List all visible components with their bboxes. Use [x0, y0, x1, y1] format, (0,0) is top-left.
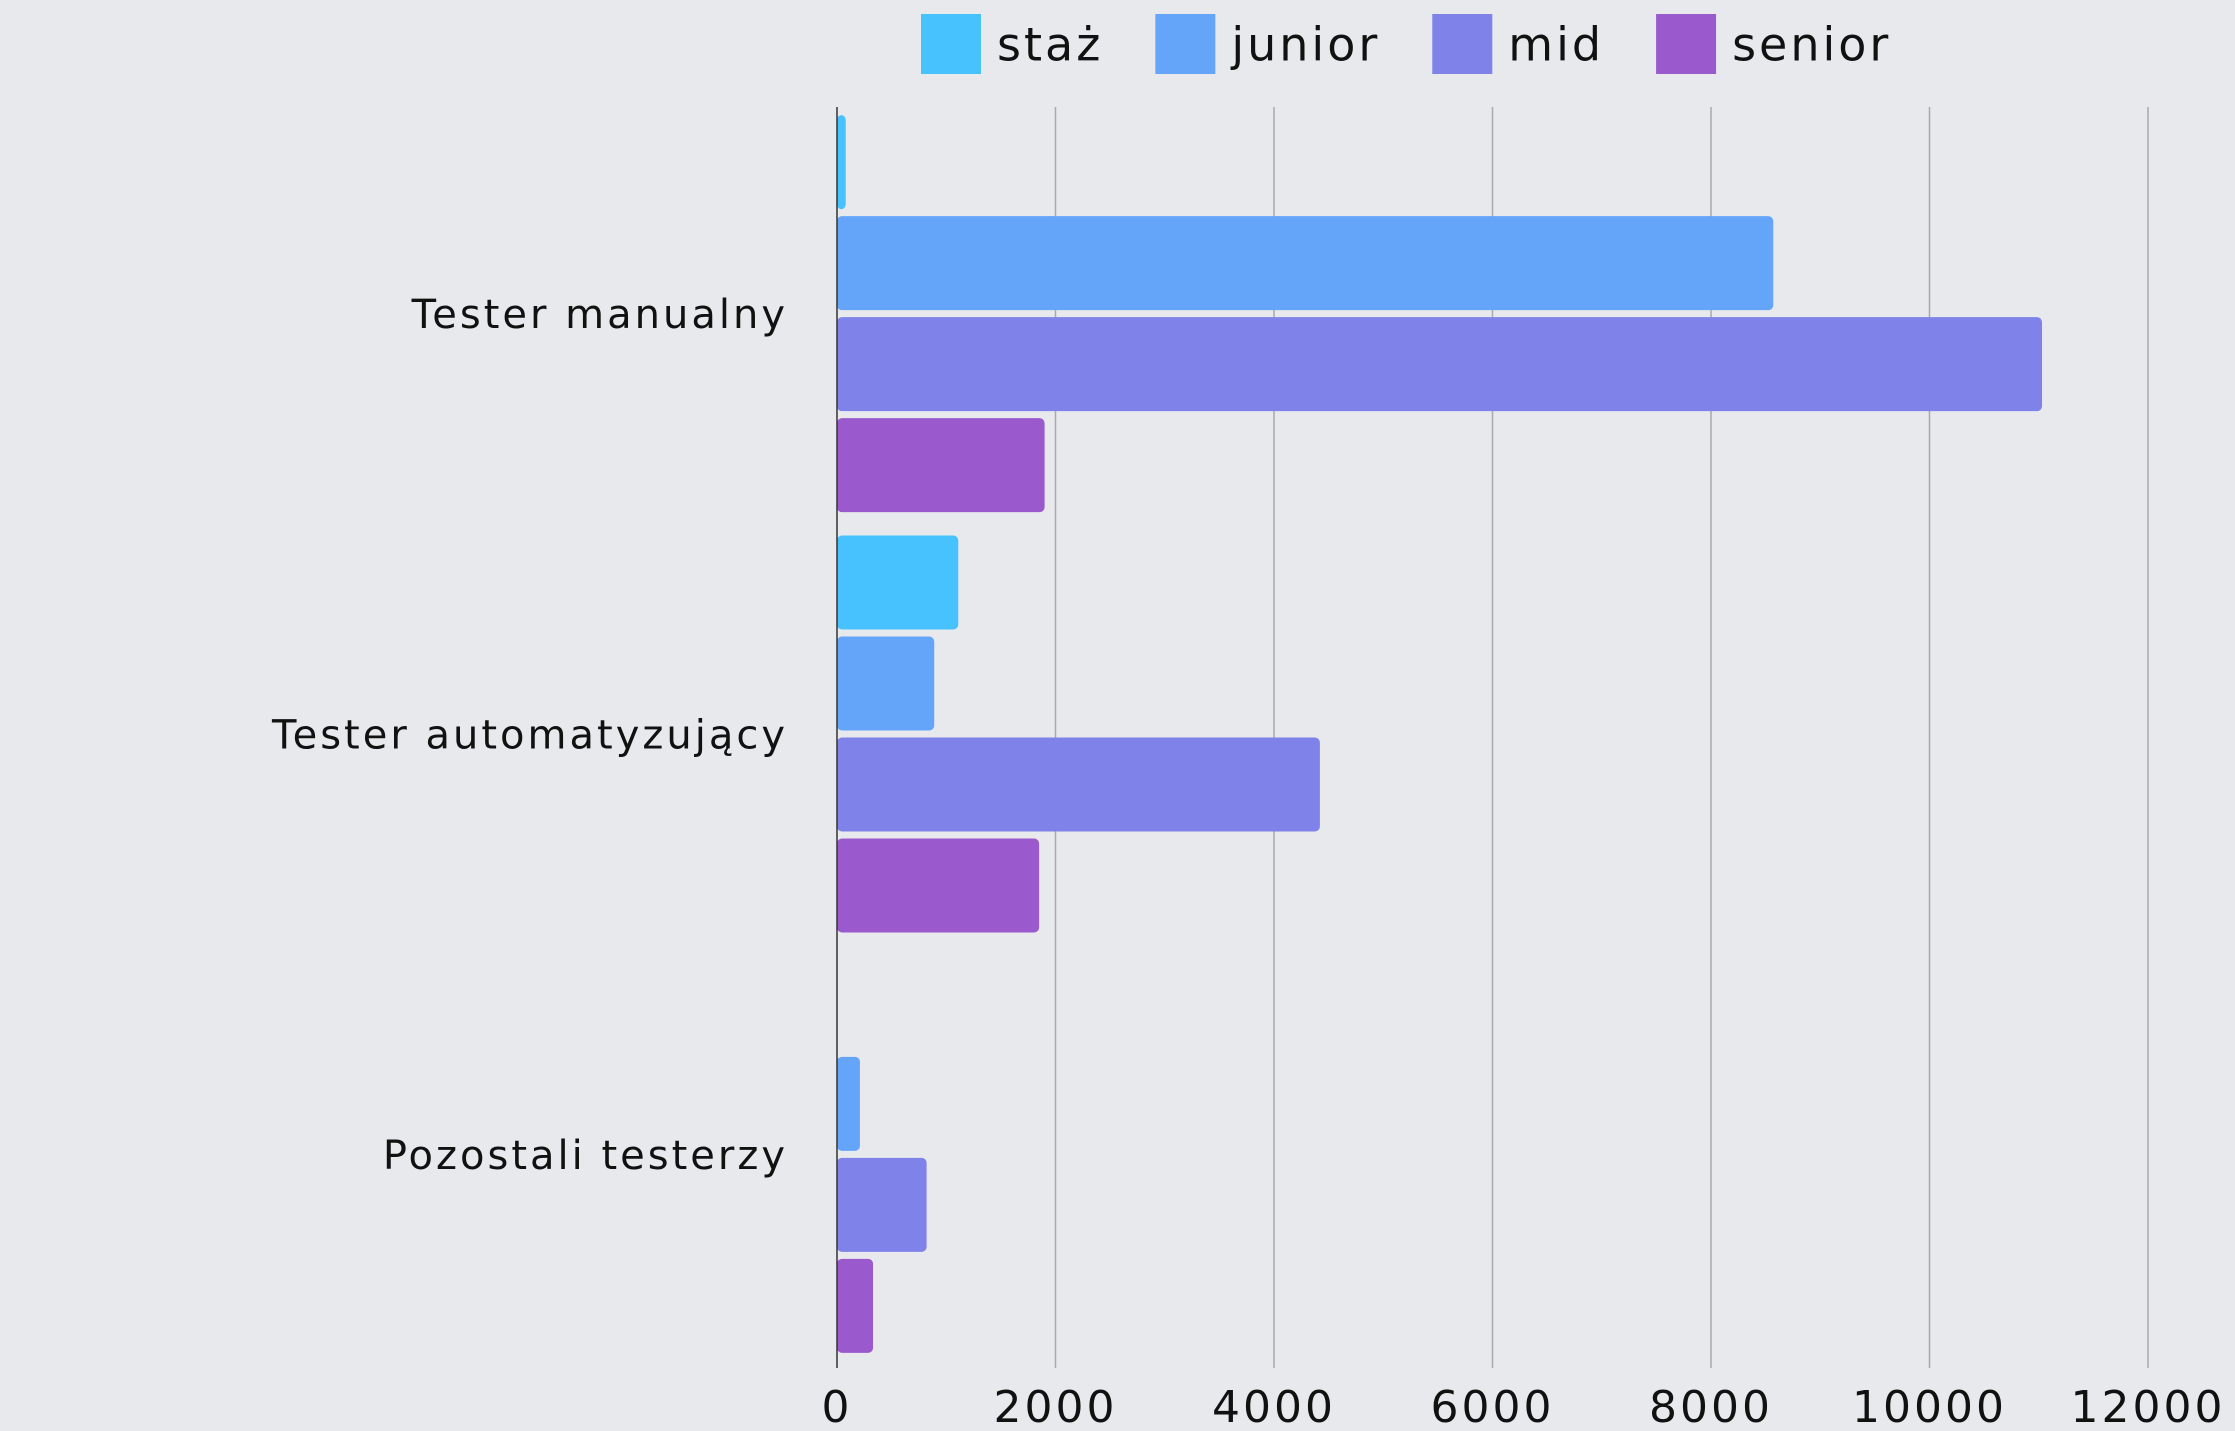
x-tick-label: 4000	[1212, 1382, 1336, 1431]
x-tick-label: 6000	[1431, 1382, 1555, 1431]
legend-swatch	[1656, 14, 1716, 74]
legend-swatch	[921, 14, 981, 74]
bar	[837, 1057, 860, 1151]
y-tick-label: Pozostali testerzy	[383, 1133, 788, 1179]
bar	[837, 1158, 927, 1252]
y-tick-label: Tester manualny	[411, 292, 788, 338]
bar	[837, 839, 1039, 933]
legend-swatch	[1155, 14, 1215, 74]
legend-label: junior	[1230, 18, 1380, 72]
x-tick-label: 2000	[994, 1382, 1118, 1431]
chart: 0 2000 4000 6000 8000 10000 12000 Tester manual…	[0, 0, 2235, 1431]
bar	[837, 1259, 873, 1353]
x-tick-label: 10000	[1852, 1382, 2007, 1431]
bar	[837, 216, 1773, 310]
bar	[837, 536, 958, 630]
legend-label: senior	[1732, 18, 1891, 72]
bar	[837, 115, 846, 209]
legend-label: staż	[997, 18, 1103, 72]
y-tick-label: Tester automatyzujący	[271, 713, 788, 759]
x-tick-label: 12000	[2071, 1382, 2226, 1431]
bar	[837, 637, 934, 731]
bar	[837, 738, 1320, 832]
bar	[837, 317, 2042, 411]
legend-swatch	[1432, 14, 1492, 74]
bar	[837, 418, 1045, 512]
legend-label: mid	[1508, 18, 1604, 72]
x-tick-label: 8000	[1649, 1382, 1773, 1431]
x-tick-label: 0	[822, 1382, 853, 1431]
